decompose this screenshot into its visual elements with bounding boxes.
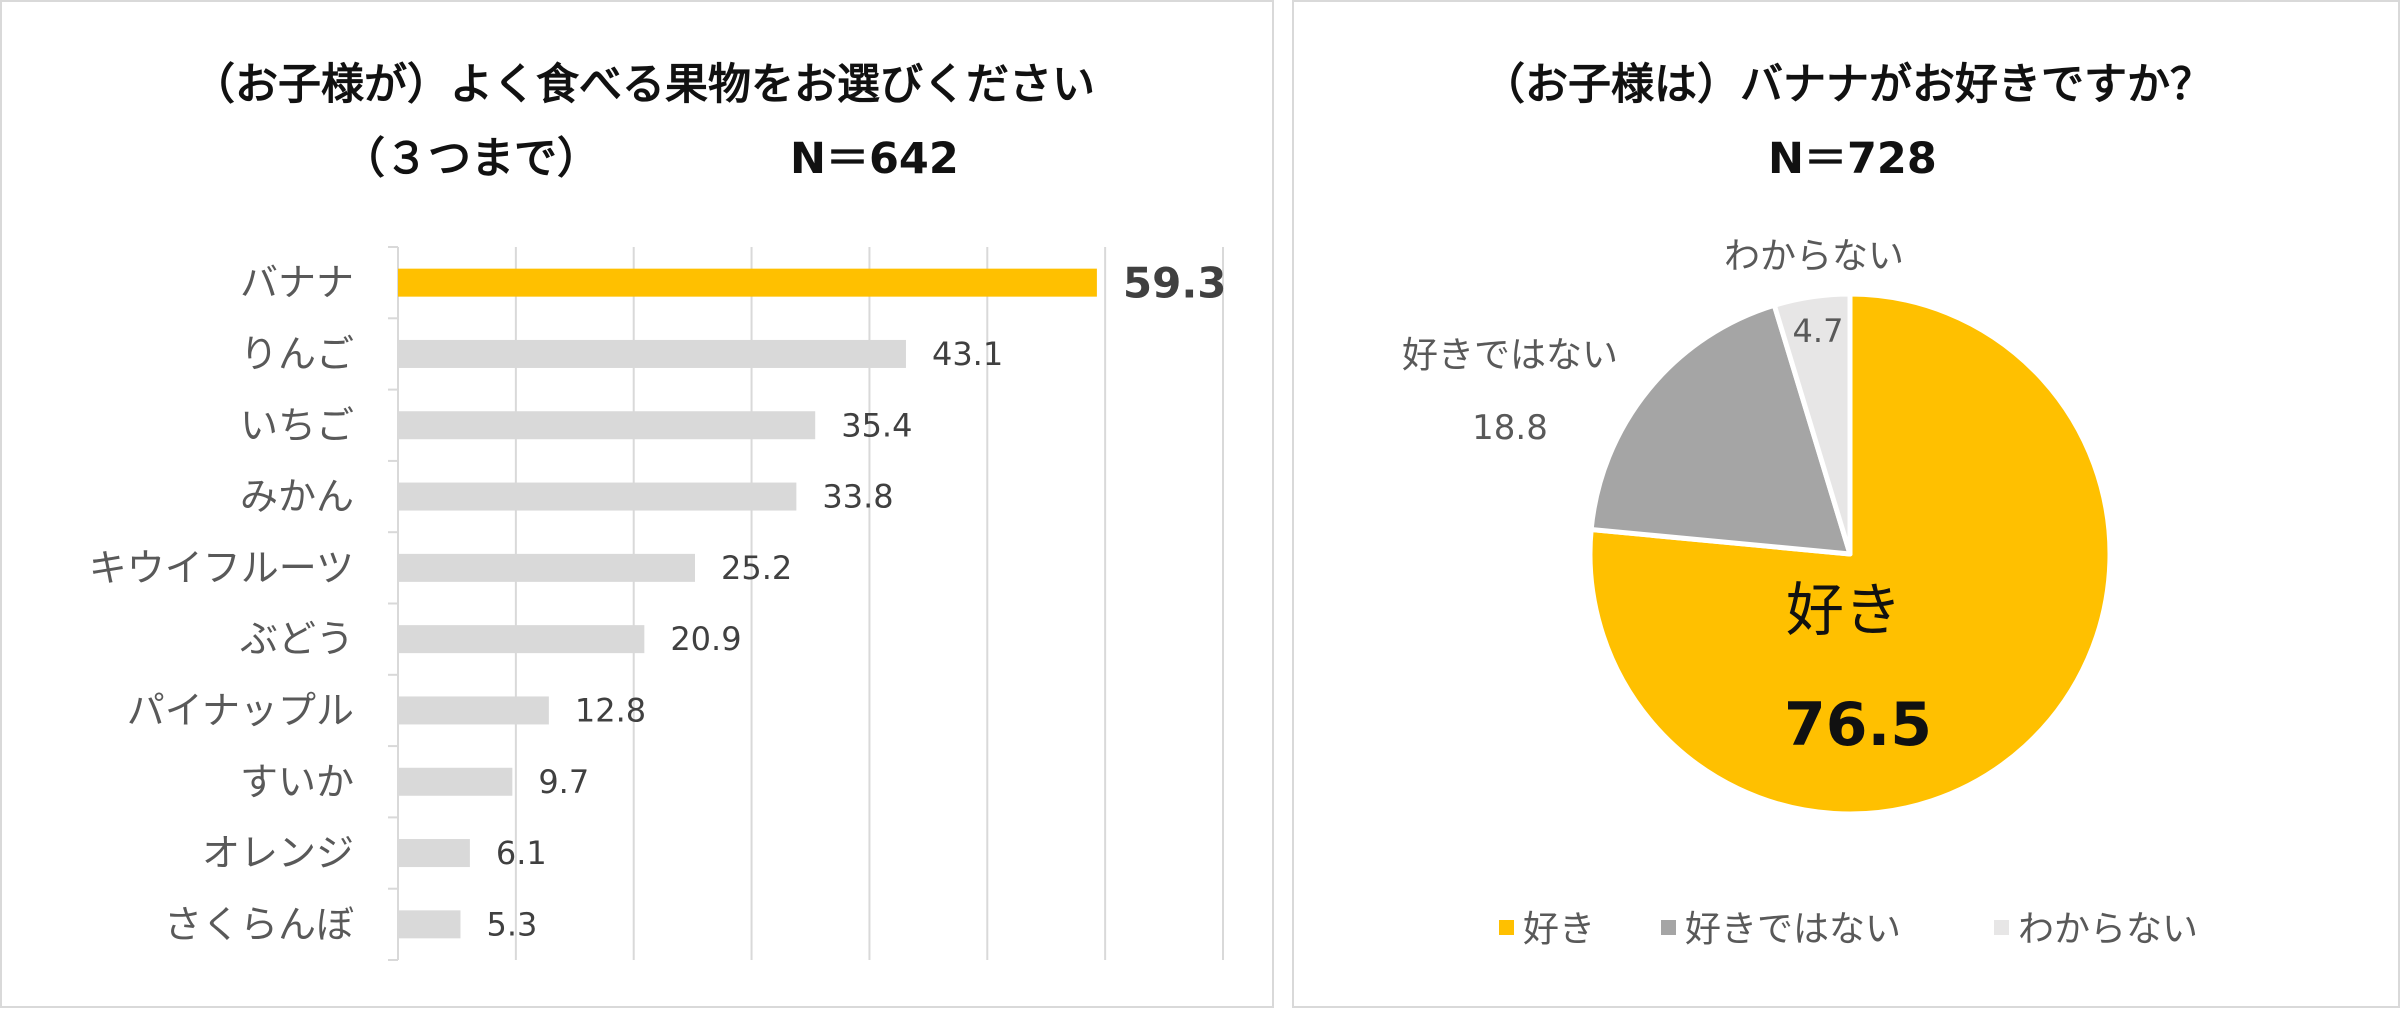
category-label: りんご [240,332,354,376]
legend-swatch [1994,920,2009,935]
slice-label-unknown: わからない [1724,236,1904,277]
category-label: オレンジ [202,831,354,875]
category-label: いちご [240,403,354,447]
bar-highlight [398,268,1097,297]
bar [398,696,549,725]
bar-chart-panel: （お子様が）よく食べる果物をお選びください （３つまで） N＝642 バナナ 59… [0,0,1274,1008]
data-label: 9.7 [538,763,589,801]
data-label: 25.2 [721,549,792,587]
pie-chart-sample-size: N＝728 [1768,134,1937,184]
bar [398,625,645,654]
data-label: 20.9 [670,620,741,658]
bar [398,910,461,939]
bar [398,767,513,796]
category-label: さくらんぼ [164,902,354,946]
bar [398,482,797,511]
slice-value-unknown: 4.7 [1793,312,1844,350]
pie-slice [1588,302,1853,557]
bar [398,553,695,582]
pie-chart-title: （お子様は）バナナがお好きですか？ [1482,60,2213,110]
pie-slice [1587,291,2113,817]
legend-label: わからない [2018,909,2198,950]
legend-swatch [1499,920,1514,935]
legend-label: 好きではない [1685,909,1901,950]
data-label: 6.1 [496,834,547,872]
bar-chart-plot: バナナ 59.3 りんご 43.1 いちご 35.4 みかん 33.8 キウイフルーツ 25.2 ぶ… [89,246,1227,961]
category-label: パイナップル [127,688,354,732]
category-label: すいか [240,760,354,804]
bar [398,839,470,868]
data-label: 5.3 [486,905,537,943]
slice-label-dislike: 好きではない [1402,335,1618,376]
category-label: みかん [240,475,354,519]
data-label: 59.3 [1123,259,1227,308]
slice-label-like: 好き [1786,576,1902,644]
pie-chart-panel: （お子様は）バナナがお好きですか？ N＝728 好き 76.5 好きではない 18.8… [1292,0,2400,1008]
data-label: 43.1 [932,335,1003,373]
data-label: 33.8 [822,478,893,516]
category-label: キウイフルーツ [89,546,354,590]
pie-slice [1771,291,1853,557]
data-label: 12.8 [575,691,646,729]
bar-chart-subtitle: （３つまで） [342,134,600,184]
category-label: バナナ [240,261,354,305]
bar [398,411,816,440]
slice-value-like: 76.5 [1784,690,1932,760]
legend-swatch [1661,920,1676,935]
bar-chart-sample-size: N＝642 [790,134,959,184]
bar [398,339,906,368]
bar-chart-title: （お子様が）よく食べる果物をお選びください [192,60,1095,110]
data-label: 35.4 [841,406,912,444]
legend-label: 好き [1523,909,1595,950]
slice-value-dislike: 18.8 [1472,408,1548,448]
category-label: ぶどう [240,617,354,661]
